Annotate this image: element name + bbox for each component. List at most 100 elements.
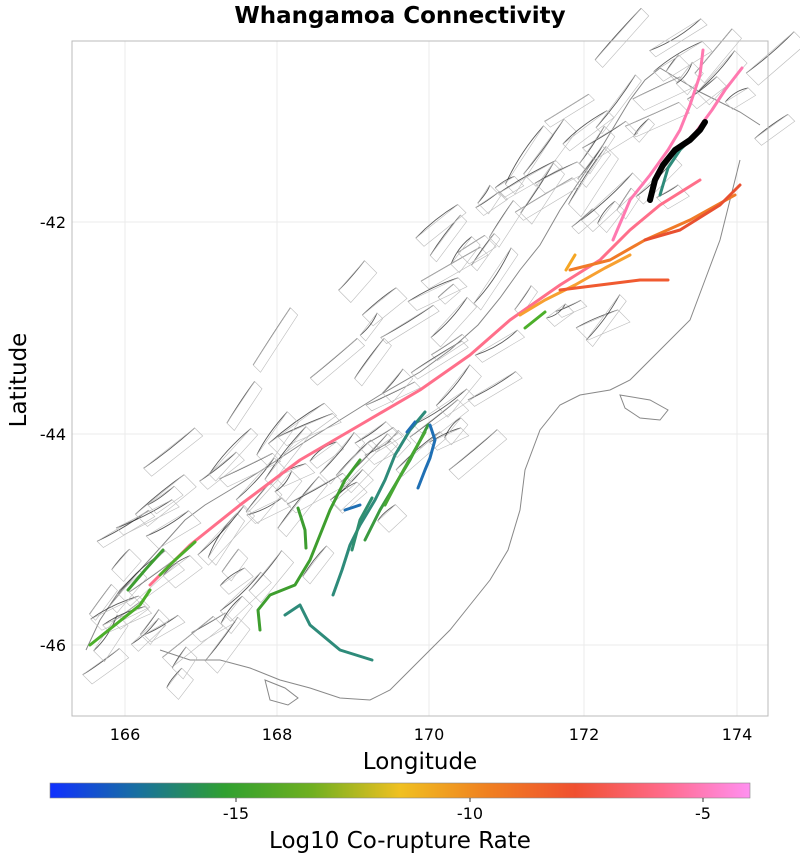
fault-surface-outline [754,114,796,146]
fault-surface-outline [366,427,404,453]
fault-surface-outline [162,555,203,589]
fault-surface-outline [380,304,440,344]
fault-trace [444,417,462,439]
fault-surface-outline [498,160,563,201]
fault-surface-outline [494,176,525,198]
fault-surface-outline [407,277,468,311]
fault-surface-outline [90,595,151,631]
fault-trace [498,160,557,194]
fault-trace [377,504,396,522]
fault-surface-outline [109,570,148,614]
fault-trace [407,277,459,302]
colorbar-title: Log10 Co-rupture Rate [269,828,531,854]
fault-surface-outline [171,646,198,680]
fault-surface-outline [384,429,412,458]
co-rupture-fault [350,496,374,552]
fault-surface-outline [467,371,523,407]
fault-trace [429,214,461,256]
fault-surface-outline [444,417,469,446]
fault-trace [145,510,189,537]
fault-surface-outline [197,505,255,566]
fault-surface-outline [429,214,468,263]
fault-trace [277,476,320,529]
fault-surface-outline [256,411,299,467]
fault-surface-outline [649,18,708,58]
fault-surface-outline [286,472,353,514]
coastline-segment [264,679,299,706]
fault-trace [143,614,179,636]
fault-surface-outline [428,427,470,451]
y-tick-label: -46 [40,636,66,655]
co-rupture-fault [405,420,417,434]
fault-surface-outline [594,7,650,68]
fault-trace [568,146,607,205]
x-tick-label: 168 [262,725,293,744]
fault-surface-outline [430,296,478,348]
fault-surface-outline [248,550,295,604]
fault-trace [256,411,288,456]
co-rupture-fault [343,503,362,512]
fault-surface-outline [309,441,345,469]
fault-surface-outline [166,667,194,700]
co-rupture-fault [126,548,165,592]
fault-trace [477,185,491,204]
fault-trace [309,441,337,462]
co-rupture-fault [256,458,362,632]
co-rupture-faults [88,48,744,662]
fault-surface-outline [93,614,129,663]
fault-surface-outline [267,402,337,457]
fault-trace [745,31,795,74]
co-rupture-fault [611,48,705,242]
x-tick-label: 170 [414,725,445,744]
fault-trace [724,87,749,103]
fault-surface-outline [359,312,384,342]
fault-surface-outline [145,510,202,549]
fault-trace [562,110,608,145]
fault-trace [162,555,191,577]
fault-surface-outline [364,440,401,465]
fault-surface-outline [340,433,399,494]
fault-surface-outline [577,145,612,188]
fault-trace [395,431,441,471]
fault-trace [220,595,243,624]
fault-trace [135,474,185,515]
fault-trace [595,74,636,128]
chart-title: Whangamoa Connectivity [234,3,565,29]
co-rupture-fault [523,310,547,330]
fault-trace [474,329,518,356]
fault-trace [102,606,146,626]
fault-surface-outline [274,470,303,503]
fault-surface-outline [274,463,316,487]
fault-surface-outline [89,583,118,621]
fault-surface-outline [457,234,497,265]
co-rupture-fault [148,178,702,587]
fault-surface-outline [219,571,272,622]
fault-surface-outline [128,559,185,603]
fault-surface-outline [309,337,366,386]
x-tick-label: 166 [110,725,141,744]
fault-trace [359,312,378,336]
coastline-segment [619,394,669,421]
fault-surface-outline [143,427,204,477]
fault-trace [354,421,387,444]
fault-surface-outline [319,431,366,485]
fault-trace [93,614,118,652]
colorbar-tick-label: -10 [457,804,483,823]
colorbar-ticks: -15 -10 -5 [223,798,711,823]
x-axis-ticks: 166 168 170 172 174 [110,725,753,744]
fault-trace [649,18,702,52]
fault-trace [494,175,515,189]
fault-surface-outline [579,125,616,175]
fault-surface-outline [115,499,180,536]
fault-surface-outline [437,283,461,305]
fault-surface-outline [544,93,595,128]
fault-surface-outline [568,145,619,218]
fault-surface-outline [474,329,526,363]
coastline-segment [159,159,741,701]
fault-surface-outline [624,102,691,138]
co-rupture-fault [518,253,632,317]
co-rupture-fault [88,588,152,647]
fault-surface-outline [410,340,469,380]
fault-surface-outline [597,200,625,234]
fault-trace [268,402,325,445]
